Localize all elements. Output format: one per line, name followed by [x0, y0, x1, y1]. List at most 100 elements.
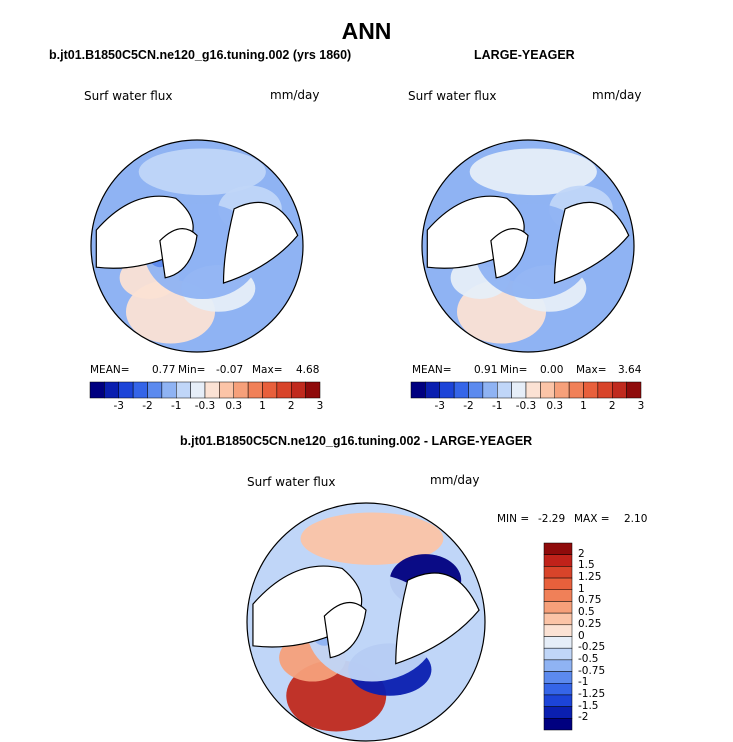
colorbar-3-bin-13 — [543, 694, 573, 707]
panel-3-min-label: MIN = — [497, 513, 530, 525]
colorbar-2-bin-5 — [482, 381, 498, 399]
panel-1-max-label: Max= — [252, 364, 283, 376]
colorbar-3-bin-14 — [543, 706, 573, 719]
field-region-north-pacific — [138, 148, 266, 196]
colorbar-3-tick: -1.25 — [578, 687, 606, 700]
land-eurasia — [222, 201, 299, 284]
colorbar-1-tick: -3 — [113, 400, 124, 412]
colorbar-1-bin-12 — [262, 381, 278, 399]
colorbar-3-tick: -0.75 — [578, 664, 606, 677]
colorbar-1-bin-1 — [104, 381, 119, 399]
colorbar-2-bin-7 — [511, 381, 527, 399]
colorbar-2-bin-15 — [626, 381, 642, 399]
colorbar-3-bin-0 — [543, 542, 573, 555]
colorbar-3-bin-12 — [543, 683, 573, 696]
colorbar-2-tick: -3 — [434, 400, 445, 412]
panel-2-map-boundary — [421, 139, 635, 353]
land-greenland — [159, 228, 198, 279]
colorbar-2-tick: 1 — [580, 400, 587, 412]
panel-1-mean-label: MEAN= — [90, 364, 130, 376]
colorbar-1-tick: 1 — [259, 400, 266, 412]
colorbar-2-bin-13 — [597, 381, 613, 399]
colorbar-3-bin-5 — [543, 601, 573, 614]
panel-3-map-group — [246, 502, 486, 742]
colorbar-3-bin-7 — [543, 624, 573, 637]
colorbar-2-bin-9 — [540, 381, 555, 399]
colorbar-3-tick: -2 — [578, 711, 589, 724]
colorbar-2-tick: -0.3 — [515, 400, 537, 412]
colorbar-3-bin-11 — [543, 671, 573, 684]
panel-2-mean-value: 0.91 — [474, 364, 498, 376]
colorbar-3-bin-2 — [543, 566, 573, 579]
colorbar-2-bin-1 — [425, 381, 440, 399]
colorbar-1-bin-9 — [219, 381, 234, 399]
colorbar-1-bin-6 — [176, 381, 191, 399]
colorbar-3-tick: -1 — [578, 676, 589, 689]
panel-1-min-value: -0.07 — [216, 364, 244, 376]
panel-1-map-group — [90, 139, 304, 353]
colorbar-3-tick: -1.5 — [578, 699, 599, 712]
colorbar-2-bin-3 — [453, 381, 469, 399]
colorbar-3-tick: 0 — [578, 629, 585, 642]
colorbar-2-tick: 3 — [637, 400, 645, 412]
colorbar-2-tick: -1 — [492, 400, 503, 412]
field-region-north-pacific — [469, 148, 597, 196]
colorbar-2-bin-0 — [410, 381, 426, 399]
colorbar-3-tick: -0.25 — [578, 641, 606, 654]
panel-2-units-label: mm/day — [592, 88, 642, 102]
colorbar-1-bin-4 — [147, 381, 163, 399]
colorbar-1-tick: 0.3 — [225, 400, 243, 412]
panel-3-map-boundary — [246, 502, 486, 742]
colorbar-2-bin-4 — [468, 381, 484, 399]
colorbar-1-tick: -0.3 — [194, 400, 216, 412]
panel-1-variable-label: Surf water flux — [84, 89, 173, 103]
colorbar-2-tick: 2 — [608, 400, 616, 412]
figure-title: ANN — [341, 18, 392, 44]
colorbar-3-tick: 0.5 — [578, 606, 595, 619]
colorbar-2-tick: -2 — [463, 400, 474, 412]
panel-1-mean-value: 0.77 — [152, 364, 176, 376]
panel-1-map-boundary — [90, 139, 304, 353]
colorbar-2-bin-14 — [612, 381, 627, 399]
colorbar-1-bin-13 — [276, 381, 292, 399]
panel-2-min-value: 0.00 — [540, 364, 564, 376]
panel-2-max-value: 3.64 — [618, 364, 642, 376]
panel-3-title: b.jt01.B1850C5CN.ne120_g16.tuning.002 - … — [180, 434, 533, 448]
panel-3-variable-label: Surf water flux — [247, 475, 336, 489]
land-eurasia — [395, 572, 480, 665]
colorbar-3-tick: -0.5 — [578, 652, 599, 665]
colorbar-3-bin-8 — [543, 636, 573, 649]
panel-2-title: LARGE-YEAGER — [474, 48, 575, 62]
panel-2-min-label: Min= — [500, 364, 528, 376]
colorbar-3-bin-3 — [543, 577, 573, 590]
panel-2-map-group — [421, 139, 635, 353]
colorbar-1-bin-7 — [190, 381, 206, 399]
colorbar-1-tick: 3 — [316, 400, 324, 412]
panel-1-min-label: Min= — [178, 364, 206, 376]
panel-3-max-label: MAX = — [574, 513, 610, 525]
colorbar-3-tick: 0.75 — [578, 594, 602, 607]
colorbar-1-bin-8 — [204, 381, 220, 399]
colorbar-2-bin-2 — [439, 381, 455, 399]
panel-3-max-value: 2.10 — [624, 513, 648, 525]
colorbar-1-tick: -2 — [142, 400, 153, 412]
panel-1-units-label: mm/day — [270, 88, 320, 102]
colorbar-3-bin-9 — [543, 647, 573, 661]
land-eurasia — [553, 201, 630, 284]
panel-3-units-label: mm/day — [430, 473, 480, 487]
colorbar-2-bin-8 — [525, 381, 541, 399]
colorbar-3-tick: 1 — [578, 582, 585, 595]
colorbar-1-bin-14 — [291, 381, 306, 399]
colorbar-1-tick: 2 — [287, 400, 295, 412]
panel-2-max-label: Max= — [576, 364, 607, 376]
land-greenland — [323, 601, 367, 659]
panel-2-variable-label: Surf water flux — [408, 89, 497, 103]
colorbar-1-tick: -1 — [171, 400, 182, 412]
colorbar-2-bin-11 — [568, 381, 584, 399]
colorbar-3-tick: 1.25 — [578, 571, 602, 584]
colorbar-3-bin-10 — [543, 659, 573, 672]
colorbar-3-tick: 1.5 — [578, 559, 595, 572]
colorbar-3-bin-6 — [543, 612, 573, 626]
colorbar-1-bin-10 — [233, 381, 249, 399]
